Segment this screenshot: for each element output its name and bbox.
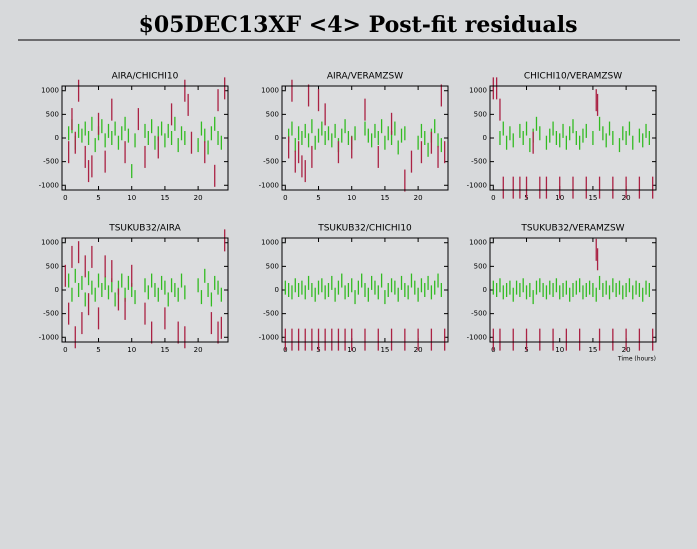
panel-title: TSUKUB32/AIRA [108, 224, 181, 234]
panel-title: AIRA/CHICHI10 [112, 72, 179, 82]
x-tick-label: 20 [194, 194, 203, 202]
panel-title: TSUKUB32/VERAMZSW [520, 224, 624, 234]
y-tick-label: 500 [46, 262, 59, 270]
x-tick-label: 5 [316, 194, 320, 202]
x-axis-label: Time (hours) [617, 356, 656, 363]
plot-frame [61, 237, 229, 343]
y-tick-label: 1000 [41, 87, 59, 95]
y-tick-label: -500 [43, 158, 59, 166]
y-tick-label: -1000 [259, 333, 279, 341]
y-tick-label: 0 [483, 134, 487, 142]
page-title: $05DEC13XF <4> Post-fit residuals [139, 12, 578, 38]
panel: AIRA/CHICHI10 -1000 -500 0 500 1000 0 5 10 15 20 [39, 72, 229, 202]
x-tick-label: 20 [414, 194, 423, 202]
x-tick-label: 5 [96, 346, 100, 354]
plot-frame [281, 237, 449, 343]
x-tick-label: 20 [194, 346, 203, 354]
y-tick-label: -500 [43, 310, 59, 318]
x-tick-label: 15 [588, 194, 597, 202]
panel: TSUKUB32/VERAMZSW-1000-50005001000051015… [467, 224, 657, 363]
y-tick-label: 0 [275, 134, 279, 142]
x-tick-label: 15 [160, 194, 169, 202]
y-tick-label: 500 [474, 262, 487, 270]
x-tick-label: 0 [63, 194, 67, 202]
panel: CHICHI10/VERAMZSW-1000-50005001000051015… [467, 72, 657, 202]
y-tick-label: -1000 [467, 333, 487, 341]
y-tick-label: 1000 [41, 239, 59, 247]
x-tick-label: 15 [380, 194, 389, 202]
panel: TSUKUB32/AIRA -1000 -500 0 500 1000 0 5 10 15 20 [39, 224, 229, 354]
x-tick-label: 10 [555, 346, 564, 354]
panel: AIRA/VERAMZSW -1000 -500 0 500 1000 0 5 10 15 20 [259, 72, 449, 202]
y-tick-label: 1000 [261, 87, 279, 95]
panel: TSUKUB32/CHICHI10-1000-50005001000051015… [259, 224, 449, 354]
y-tick-label: -500 [471, 310, 487, 318]
x-tick-label: 0 [63, 346, 67, 354]
plot-frame [489, 237, 657, 343]
y-tick-label: 500 [474, 110, 487, 118]
y-tick-label: -1000 [467, 181, 487, 189]
y-tick-label: 0 [55, 286, 59, 294]
y-tick-label: 1000 [261, 239, 279, 247]
y-tick-label: -1000 [259, 181, 279, 189]
x-tick-label: 10 [127, 194, 136, 202]
panel-title: TSUKUB32/CHICHI10 [317, 224, 412, 234]
panel-title: AIRA/VERAMZSW [327, 72, 403, 82]
x-tick-label: 5 [96, 194, 100, 202]
panel-title: CHICHI10/VERAMZSW [524, 72, 622, 82]
y-tick-label: 500 [46, 110, 59, 118]
y-tick-label: 0 [483, 286, 487, 294]
plot-frame [489, 85, 657, 191]
x-tick-label: 0 [491, 194, 495, 202]
plot-area [62, 86, 228, 190]
y-tick-label: 1000 [469, 87, 487, 95]
y-tick-label: -500 [471, 158, 487, 166]
y-tick-label: -1000 [39, 333, 59, 341]
y-tick-label: -1000 [39, 181, 59, 189]
y-tick-label: -500 [263, 158, 279, 166]
y-tick-label: -500 [263, 310, 279, 318]
plot-area [490, 86, 656, 190]
plot-frame [61, 85, 229, 191]
x-tick-label: 15 [380, 346, 389, 354]
y-tick-label: 500 [266, 110, 279, 118]
x-tick-label: 15 [588, 346, 597, 354]
plot-frame [281, 85, 449, 191]
y-tick-label: 500 [266, 262, 279, 270]
x-tick-label: 10 [347, 194, 356, 202]
x-tick-label: 15 [160, 346, 169, 354]
y-tick-label: 0 [275, 286, 279, 294]
y-tick-label: 0 [55, 134, 59, 142]
x-tick-label: 10 [127, 346, 136, 354]
y-tick-label: 1000 [469, 239, 487, 247]
x-tick-label: 0 [283, 194, 287, 202]
